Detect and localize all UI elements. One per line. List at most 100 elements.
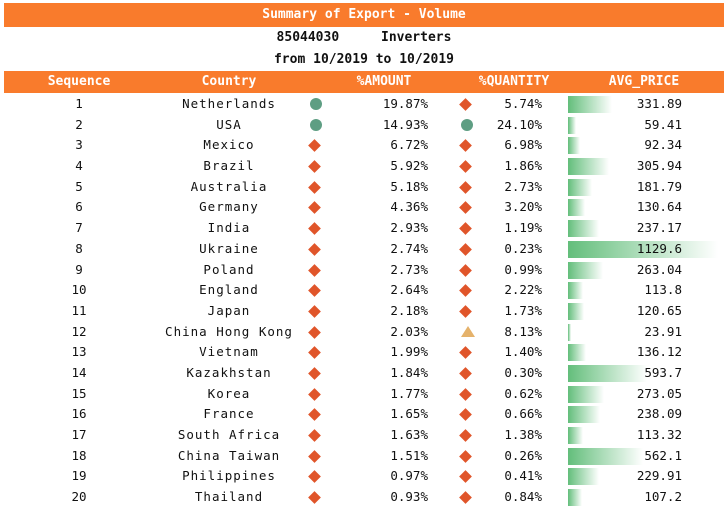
avg-price-value: 273.05	[636, 385, 682, 401]
amount-value: 2.93%	[390, 220, 428, 236]
avg-price-data-bar	[568, 282, 583, 300]
column-header-amount: %AMOUNT	[356, 74, 412, 89]
quantity-value: 0.41%	[504, 468, 542, 484]
table-row: 2 USA 14.93% 24.10% 59.41	[4, 115, 724, 136]
avg-price-cell: 113.32	[564, 425, 724, 446]
amount-cell: 1.63%	[304, 425, 464, 446]
amount-value: 4.36%	[390, 199, 428, 215]
avg-price-cell: 229.91	[564, 466, 724, 487]
amount-cell: 1.65%	[304, 404, 464, 425]
quantity-cell: 1.19%	[459, 218, 564, 239]
avg-price-data-bar	[568, 447, 643, 465]
country-cell: South Africa	[177, 427, 281, 442]
sequence-cell: 5	[75, 178, 83, 194]
amount-cell: 1.77%	[304, 384, 464, 405]
country-cell: Mexico	[203, 137, 255, 153]
diamond-indicator-icon	[308, 305, 321, 318]
avg-price-value: 229.91	[636, 468, 682, 484]
diamond-indicator-icon	[308, 284, 321, 298]
avg-price-cell: 1129.6	[564, 239, 724, 260]
avg-price-data-bar	[568, 240, 718, 258]
quantity-cell: 0.30%	[459, 363, 564, 384]
avg-price-value: 113.32	[636, 427, 682, 442]
quantity-value: 1.73%	[504, 302, 542, 318]
country-cell: USA	[216, 116, 242, 132]
amount-cell: 1.84%	[304, 363, 464, 384]
avg-price-cell: 130.64	[564, 197, 724, 218]
sequence-cell: 6	[75, 199, 83, 215]
amount-value: 6.72%	[390, 137, 428, 153]
diamond-indicator-icon	[308, 408, 321, 422]
table-row: 9 Poland 2.73% 0.99% 263.04	[4, 260, 724, 281]
avg-price-value: 59.41	[644, 116, 682, 132]
country-cell: China Taiwan	[177, 447, 281, 463]
avg-price-cell: 92.34	[564, 135, 724, 156]
sequence-cell: 2	[75, 116, 83, 132]
amount-cell: 5.18%	[304, 177, 464, 198]
avg-price-value: 120.65	[636, 302, 682, 318]
column-header-country: Country	[201, 74, 257, 89]
amount-cell: 4.36%	[304, 197, 464, 218]
amount-cell: 2.18%	[304, 301, 464, 322]
country-cell: Korea	[207, 385, 251, 401]
amount-cell: 2.64%	[304, 280, 464, 301]
diamond-indicator-icon	[308, 470, 321, 484]
country-cell: India	[207, 220, 251, 236]
diamond-indicator-icon	[308, 325, 321, 339]
column-header-avg-price: AVG_PRICE	[608, 74, 680, 89]
country-cell: Japan	[207, 302, 251, 318]
table-row: 6 Germany 4.36% 3.20% 130.64	[4, 197, 724, 218]
avg-price-cell: 59.41	[564, 115, 724, 136]
amount-value: 5.92%	[390, 158, 428, 174]
quantity-value: 0.84%	[504, 489, 542, 505]
amount-value: 2.74%	[390, 240, 428, 256]
quantity-value: 1.19%	[504, 220, 542, 236]
amount-cell: 2.73%	[304, 260, 464, 281]
sequence-cell: 8	[75, 240, 83, 256]
table-row: 16 France 1.65% 0.66% 238.09	[4, 404, 724, 425]
quantity-value: 2.73%	[504, 178, 542, 194]
report-title: Summary of Export - Volume	[4, 3, 724, 27]
amount-value: 14.93%	[382, 116, 428, 132]
table-row: 3 Mexico 6.72% 6.98% 92.34	[4, 135, 724, 156]
table-row: 19 Philippines 0.97% 0.41% 229.91	[4, 466, 724, 487]
avg-price-value: 331.89	[636, 96, 682, 111]
table-row: 14 Kazakhstan 1.84% 0.30% 593.7	[4, 363, 724, 384]
amount-value: 1.84%	[390, 364, 428, 380]
avg-price-cell: 113.8	[564, 280, 724, 301]
amount-cell: 2.93%	[304, 218, 464, 239]
avg-price-cell: 263.04	[564, 260, 724, 281]
amount-cell: 6.72%	[304, 135, 464, 156]
avg-price-data-bar	[568, 323, 571, 341]
diamond-indicator-icon	[308, 160, 321, 173]
quantity-cell: 1.38%	[459, 425, 564, 446]
diamond-indicator-icon	[308, 387, 321, 401]
country-cell: France	[203, 406, 255, 422]
quantity-value: 0.23%	[504, 240, 542, 256]
sequence-cell: 1	[75, 96, 83, 111]
avg-price-value: 107.2	[644, 489, 682, 505]
table-row: 15 Korea 1.77% 0.62% 273.05	[4, 384, 724, 405]
amount-value: 5.18%	[390, 178, 428, 194]
amount-cell: 1.51%	[304, 446, 464, 467]
diamond-indicator-icon	[308, 491, 321, 504]
avg-price-value: 562.1	[644, 447, 682, 463]
quantity-cell: 6.98%	[459, 135, 564, 156]
avg-price-cell: 23.91	[564, 322, 724, 343]
quantity-cell: 0.41%	[459, 466, 564, 487]
amount-value: 1.51%	[390, 447, 428, 463]
quantity-value: 0.99%	[504, 261, 542, 277]
sequence-cell: 3	[75, 137, 83, 153]
country-cell: Poland	[203, 261, 255, 277]
sequence-cell: 16	[71, 406, 87, 422]
quantity-cell: 1.73%	[459, 301, 564, 322]
table-row: 20 Thailand 0.93% 0.84% 107.2	[4, 487, 724, 508]
circle-indicator-icon	[310, 98, 322, 110]
avg-price-data-bar	[568, 489, 582, 507]
diamond-indicator-icon	[308, 367, 321, 380]
quantity-cell: 0.62%	[459, 384, 564, 405]
quantity-value: 0.26%	[504, 447, 542, 463]
country-cell: Philippines	[182, 468, 276, 484]
quantity-cell: 0.66%	[459, 404, 564, 425]
quantity-value: 1.86%	[504, 158, 542, 174]
